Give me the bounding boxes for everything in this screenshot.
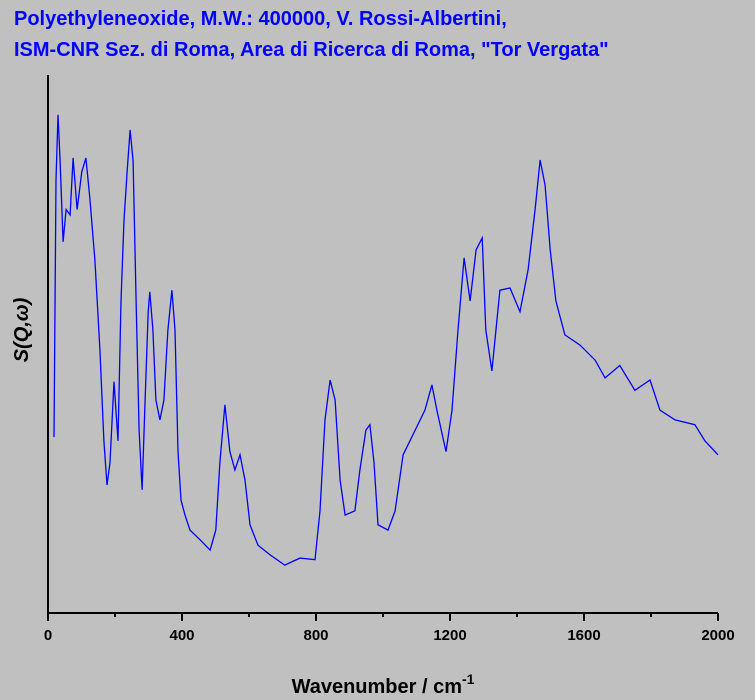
chart-title: ISM-CNR Sez. di Roma, Area di Ricerca di… bbox=[14, 39, 609, 61]
y-axis-label: S(Q,ω) bbox=[11, 297, 33, 362]
x-axis-label: Wavenumber / cm-1 bbox=[292, 671, 475, 698]
x-tick-label: 0 bbox=[44, 627, 52, 644]
x-axis-label-text: Wavenumber / cm bbox=[292, 676, 462, 698]
x-tick-label: 800 bbox=[303, 627, 328, 644]
x-tick-label: 2000 bbox=[701, 627, 734, 644]
x-tick-label: 1200 bbox=[433, 627, 466, 644]
data-line bbox=[53, 114, 719, 566]
chart-title: Polyethyleneoxide, M.W.: 400000, V. Ross… bbox=[14, 8, 507, 30]
x-axis-label-superscript: -1 bbox=[462, 671, 475, 687]
x-tick-label: 400 bbox=[169, 627, 194, 644]
x-tick-label: 1600 bbox=[567, 627, 600, 644]
